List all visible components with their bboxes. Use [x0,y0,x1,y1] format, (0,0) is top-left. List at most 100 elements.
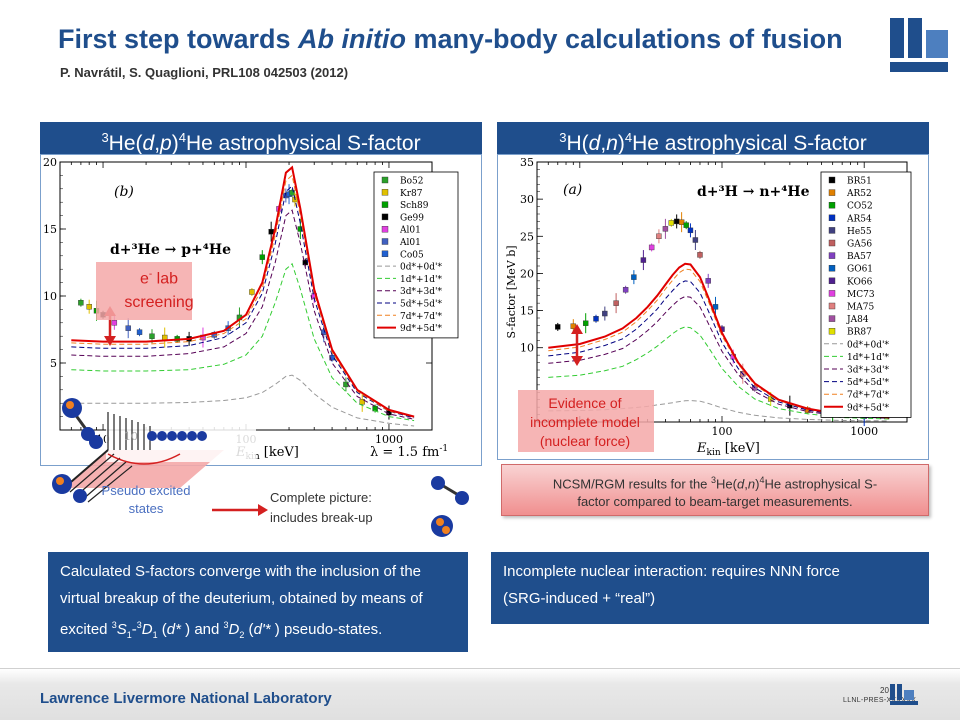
dimer-molecule-1 [62,398,103,449]
breakup-molecule-icon [431,476,469,537]
legend-entry: Ge99 [400,213,424,223]
legend-marker [828,315,836,322]
y-axis-label: S-factor [MeV b] [40,249,41,342]
data-point [359,399,365,405]
right-chart: 100 1000 10 15 20 25 30 35 S-factor [MeV b] BR51 A… [505,156,912,458]
data-point [697,252,703,258]
legend-entry: GO61 [847,265,873,275]
legend-entry: BA57 [847,252,872,262]
data-point [678,219,685,225]
pseudo-states-label: Pseudo excited states [101,483,191,516]
left-panel-title: 3He(d,p)4He astrophysical S-factor [40,122,482,155]
data-point [136,329,143,335]
red-brace [107,453,181,465]
data-point [582,320,589,326]
legend-marker [828,302,836,310]
data-point [648,244,655,251]
y-tick-label: 20 [43,156,57,169]
legend-entry: MC73 [847,290,875,300]
legend-entry: BR51 [847,177,872,187]
dimer-molecule-2 [52,474,87,503]
data-point [555,324,561,330]
right-reaction-label: d+³H → n+⁴He [697,184,810,200]
legend-marker [828,189,836,196]
y-tick-label: 5 [50,357,57,370]
evidence-label: Evidence of incomplete model (nuclear fo… [530,395,640,449]
citation: P. Navrátil, S. Quaglioni, PRL108 042503… [60,65,349,80]
data-point [162,334,168,341]
pseudo-states-illustration: 10 [52,398,256,503]
right-summary-box: Incomplete nuclear interaction: requires… [491,552,929,624]
curve-9d--5d-- [548,262,890,419]
legend-entry: GA56 [847,240,872,250]
data-point [662,226,669,232]
legend-entry: Al01 [399,238,421,248]
data-point [78,299,84,306]
right-panel-title: 3H(d,n)4He astrophysical S-factor [497,122,929,155]
y-axis-label: S-factor [MeV b] [505,245,518,338]
left-summary-box: Calculated S-factors converge with the i… [48,552,468,652]
legend-entry: Co05 [400,250,424,260]
legend-marker [828,264,836,272]
curve-1d--1d-- [548,326,890,420]
legend-entry: Sch89 [400,201,429,211]
curve-7d--7d-- [71,174,415,418]
legend-entry: MA75 [847,303,874,313]
red-arrow-icon [212,504,268,516]
data-point [656,233,662,239]
legend-entry: Al01 [399,226,421,236]
legend-marker [381,213,389,221]
x-axis-label: Ekin [keV] [696,441,760,458]
legend-box [820,171,912,418]
data-point [593,316,599,322]
curve-5d--5d-- [548,280,890,419]
llnl-footer-logo [890,684,918,705]
legend-marker [828,176,836,184]
legend-entry: 5d*+5d'* [400,300,442,310]
legend-marker [381,176,389,184]
legend-entry: Kr87 [400,189,423,199]
data-point [149,333,155,339]
data-point [705,278,711,284]
x-tick-label: 1000 [850,425,878,438]
curve-3d--3d-- [548,295,890,419]
y-tick-label: 15 [43,223,57,236]
data-point [613,300,619,306]
data-point [687,227,694,234]
left-reaction-label: d+³He → p+⁴He [110,242,231,258]
lambda-label: λ = 1.5 fm-1 [370,444,448,460]
legend-marker [828,327,836,335]
legend-entry: Bo52 [400,177,423,187]
legend-marker [828,227,836,234]
curve-9d--5d-- [71,165,415,418]
data-point [125,325,131,331]
legend-marker [381,238,389,245]
data-point [683,222,689,228]
data-point [111,320,118,326]
legend-entry: 5d*+5d'* [847,378,889,388]
legend-marker [828,214,836,221]
curve-5d--5d-- [71,185,415,419]
y-tick-label: 25 [520,230,534,243]
legend-entry: 1d*+1d'* [847,353,889,363]
data-point [259,254,265,260]
legend-entry: 1d*+1d'* [400,275,442,285]
legend-entry: BR87 [847,328,872,338]
page-number: 20 [880,686,889,695]
legend-marker [381,225,389,233]
data-point [602,310,608,317]
curve-1d--1d-- [71,262,415,422]
curve-0d--0d-- [71,374,415,427]
y-tick-label: 10 [520,342,534,355]
legend-entry: 9d*+5d'* [847,403,889,413]
screening-highlight [96,262,192,320]
y-tick-label: 35 [520,156,534,169]
y-tick-label: 30 [520,193,534,206]
dimer-chain [147,431,207,441]
data-point [268,228,274,235]
legend-entry: JA84 [846,315,869,325]
legend-marker [828,252,836,259]
legend-marker [381,250,389,258]
complete-picture-text: Complete picture: includes break-up [270,490,373,525]
legend-marker [828,290,836,297]
